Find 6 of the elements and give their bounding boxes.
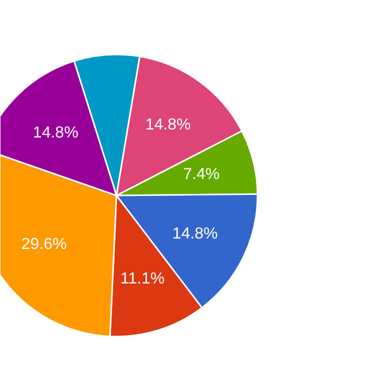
- data-label: 11.1%: [120, 270, 165, 288]
- data-label: 7.4%: [183, 166, 220, 183]
- data-label: 14.8%: [145, 116, 191, 134]
- data-label: 29.6%: [21, 236, 67, 253]
- data-label: 14.8%: [172, 225, 218, 242]
- data-label: 14.8%: [32, 124, 78, 142]
